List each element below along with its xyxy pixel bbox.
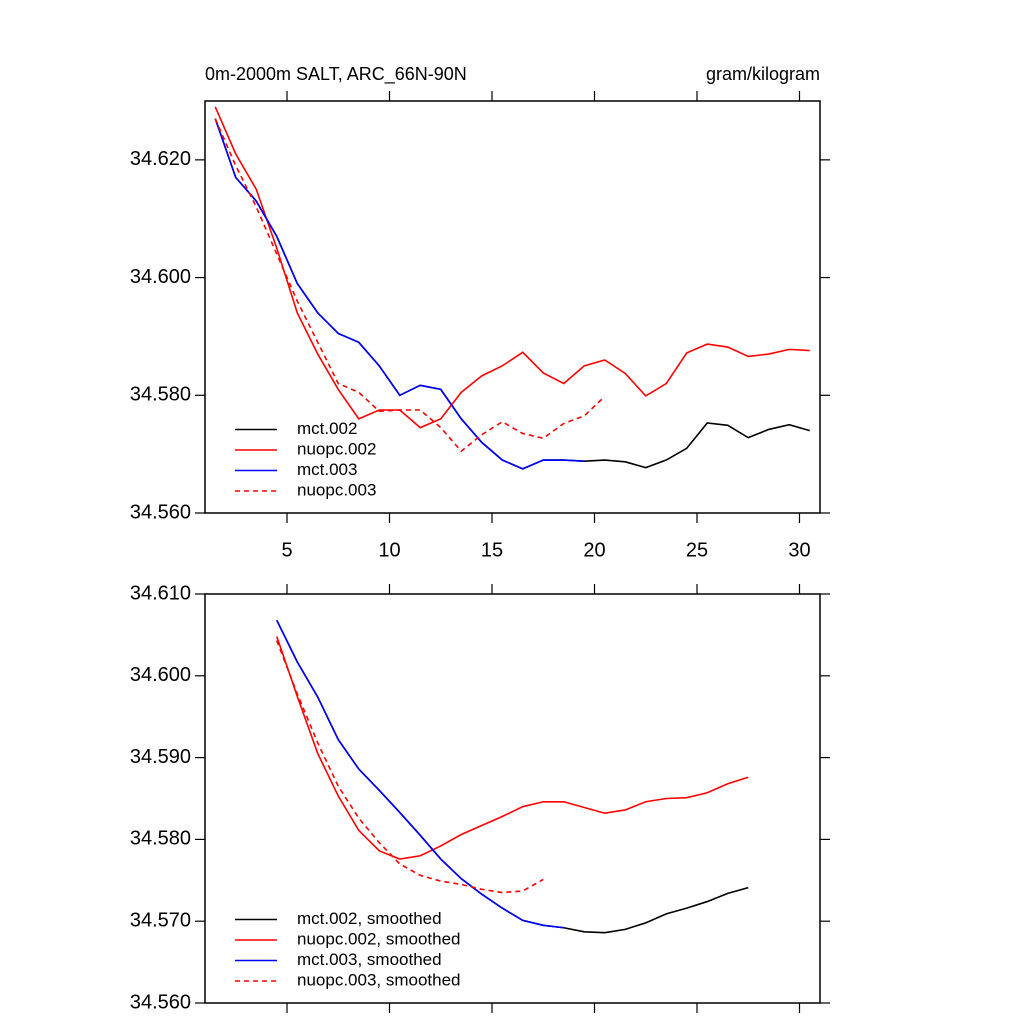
legend-label: mct.003, smoothed xyxy=(297,950,442,969)
data-line xyxy=(276,640,544,894)
y-tick-label: 34.570 xyxy=(130,909,191,931)
legend-label: mct.002 xyxy=(297,419,357,438)
y-tick-label: 34.560 xyxy=(130,501,191,523)
legend-label: nuopc.003, smoothed xyxy=(297,970,461,989)
x-tick-label: 25 xyxy=(686,539,708,561)
y-tick-label: 34.580 xyxy=(130,828,191,850)
data-line xyxy=(214,118,585,470)
plot-frame xyxy=(204,100,821,514)
data-line xyxy=(214,106,810,429)
legend-label: nuopc.002 xyxy=(297,439,376,458)
legend-label: nuopc.002, smoothed xyxy=(297,929,461,948)
y-tick-label: 34.560 xyxy=(130,991,191,1013)
data-line xyxy=(276,619,749,934)
x-tick-label: 5 xyxy=(281,539,292,561)
y-tick-label: 34.620 xyxy=(130,148,191,170)
data-line xyxy=(214,118,606,453)
y-tick-label: 34.600 xyxy=(130,664,191,686)
y-tick-label: 34.580 xyxy=(130,384,191,406)
x-tick-label: 30 xyxy=(788,539,810,561)
y-tick-label: 34.600 xyxy=(130,266,191,288)
chart-title: 0m-2000m SALT, ARC_66N-90N xyxy=(205,64,467,85)
legend-label: mct.003 xyxy=(297,460,357,479)
x-tick-label: 20 xyxy=(583,539,605,561)
legend-label: mct.002, smoothed xyxy=(297,909,442,928)
plot-frame xyxy=(204,593,821,1004)
data-line xyxy=(275,636,749,860)
x-tick-label: 15 xyxy=(481,539,503,561)
data-line xyxy=(276,619,564,929)
units-label: gram/kilogram xyxy=(706,64,820,84)
y-tick-label: 34.590 xyxy=(130,746,191,768)
x-tick-label: 10 xyxy=(378,539,400,561)
y-tick-label: 34.610 xyxy=(130,582,191,604)
legend-label: nuopc.003 xyxy=(297,480,376,499)
